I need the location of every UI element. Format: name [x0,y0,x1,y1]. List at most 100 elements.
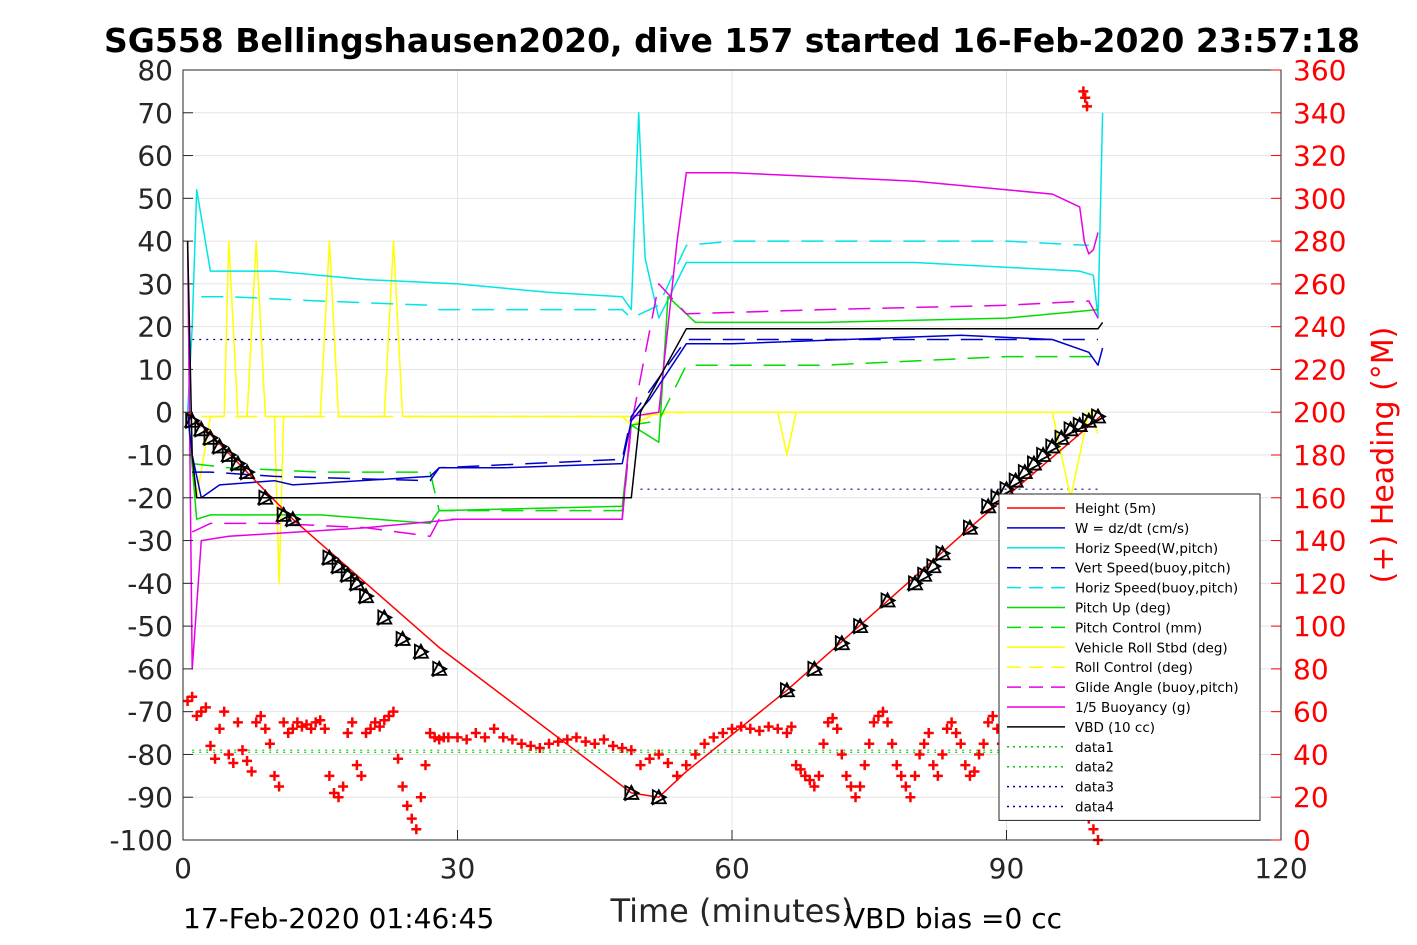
turn-marker [183,411,201,428]
heading-point [315,715,326,726]
heading-point [662,758,673,768]
heading-point [928,760,939,771]
legend-label: W = dz/dt (cm/s) [1075,521,1189,537]
heading-point [708,732,719,743]
y2-tick-label: 260 [1293,268,1346,301]
turn-marker [322,549,339,567]
turn-marker [339,565,357,582]
heading-point [237,745,248,756]
turn-marker [1052,428,1070,445]
heading-point [635,760,646,771]
turn-marker [276,506,293,524]
y2-tick-label: 40 [1293,738,1329,771]
turn-marker [375,608,393,625]
turn-marker [359,587,375,605]
turn-marker [981,497,998,515]
y-tick-label: 20 [137,311,173,344]
heading-point [420,760,431,771]
heading-point [969,766,980,777]
turn-marker [1063,420,1080,438]
y-tick-label: 60 [137,140,173,173]
legend-label: VBD (10 cc) [1075,720,1155,736]
heading-point [681,760,692,771]
heading-point [877,706,888,717]
chart-title: SG558 Bellingshausen2020, dive 157 start… [104,21,1360,60]
x-tick-label: 0 [174,852,192,885]
y2-tick-label: 60 [1293,696,1329,729]
heading-point [1080,92,1091,103]
heading-point [850,792,861,803]
heading-point [786,721,797,732]
turn-marker [1089,407,1107,424]
turn-marker [933,544,951,561]
y2-tick-label: 120 [1293,567,1346,600]
legend-label: Horiz Speed(W,pitch) [1075,541,1218,557]
y-tick-label: -50 [127,610,173,643]
heading-point [813,770,824,781]
heading-point [232,717,243,728]
heading-point [960,760,971,771]
heading-point [571,732,582,743]
turn-marker [833,634,851,651]
heading-point [187,691,198,702]
y2-tick-label: 320 [1293,140,1346,173]
heading-point [951,728,962,739]
turn-marker [778,681,796,698]
heading-point [983,717,994,728]
turn-marker [651,788,668,806]
y2-tick-label: 100 [1293,610,1346,643]
heading-point [347,717,358,728]
heading-point [923,728,934,739]
heading-point [891,760,902,771]
heading-point [946,717,957,728]
series-line-2 [186,112,1104,413]
turn-marker [851,617,869,634]
y-tick-label: -20 [127,482,173,515]
turn-marker [238,463,256,480]
heading-point [772,723,783,734]
heading-point [617,743,628,754]
heading-point [228,758,239,768]
y2-tick-label: 340 [1293,97,1346,130]
heading-point [397,781,408,792]
legend: Height (5m) W = dz/dt (cm/s) Horiz Speed(W… [998,493,1261,821]
turn-marker [221,446,238,464]
heading-point [274,781,285,792]
heading-point [452,732,463,743]
turn-marker [1016,463,1034,480]
heading-point [507,734,518,745]
heading-point [251,717,262,728]
heading-point [351,760,362,771]
footer-timestamp: 17-Feb-2020 01:46:45 [183,902,494,935]
turn-marker [185,412,202,430]
heading-point [365,723,376,734]
y2-tick-label: 140 [1293,525,1346,558]
turn-marker [805,659,823,676]
heading-point [342,728,353,739]
y-tick-label: -80 [127,738,173,771]
turn-marker [284,510,302,527]
series-line-1 [186,334,1104,499]
heading-point [832,723,843,734]
heading-point [580,736,591,747]
turn-marker [780,681,796,699]
legend-label: Vert Speed(buoy,pitch) [1075,561,1231,577]
turn-marker [926,557,943,575]
legend-label: Vehicle Roll Stbd (deg) [1075,640,1228,656]
turn-marker [395,630,412,648]
turn-marker [203,429,220,447]
y-tick-label: -10 [127,439,173,472]
turn-marker [1081,412,1098,430]
heading-point [905,792,916,803]
y-tick-label: 30 [137,268,173,301]
heading-point [1078,86,1089,97]
heading-point [374,721,385,732]
heading-point [809,781,820,792]
heading-point [1088,824,1099,835]
y-tick-label: 80 [137,54,173,87]
heading-point [841,770,852,781]
heading-point [855,781,866,792]
turn-marker [1072,416,1089,434]
y-tick-label: 0 [155,396,173,429]
turn-marker [349,574,366,592]
